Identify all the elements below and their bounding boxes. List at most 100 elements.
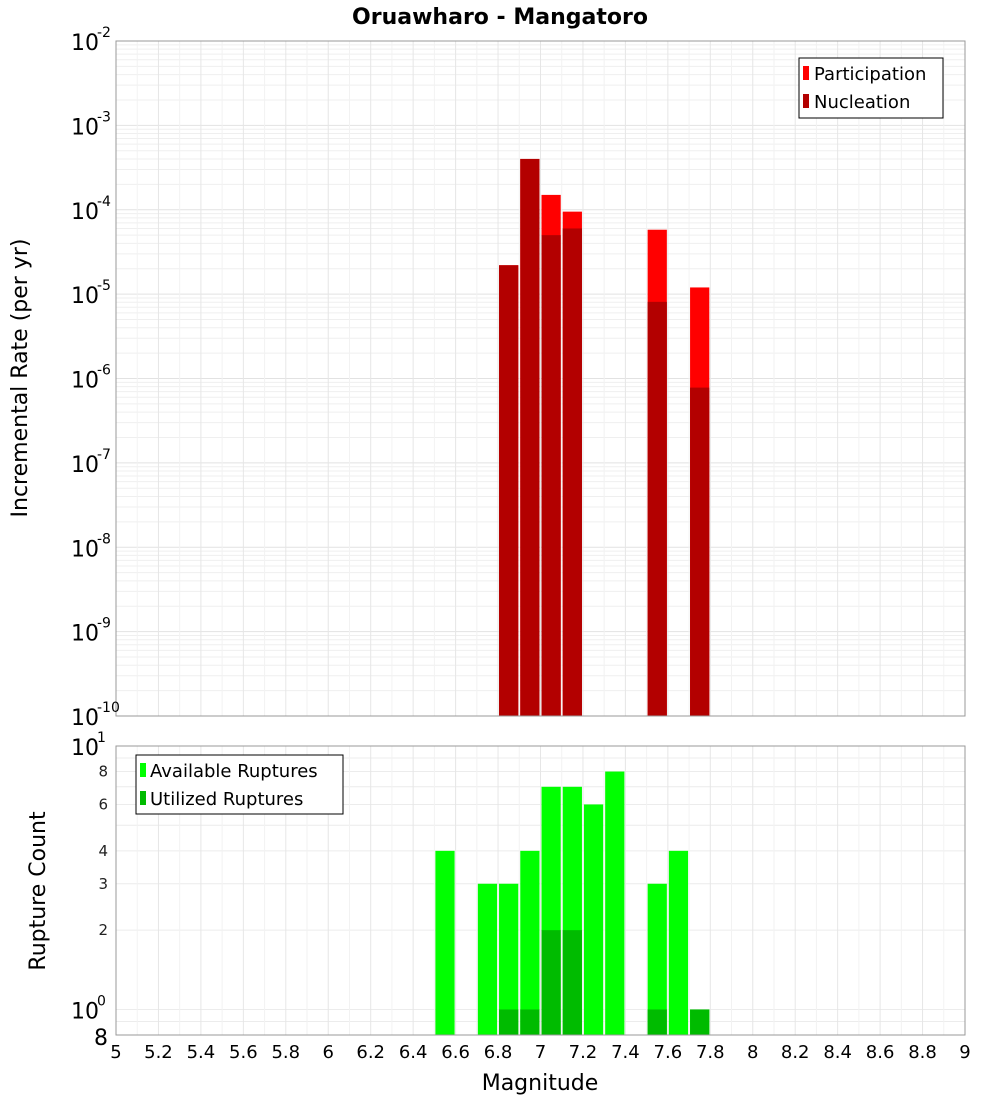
x-tick-label: 7 <box>535 1042 546 1063</box>
x-tick-label: 5.2 <box>144 1042 173 1063</box>
bar-nucleation <box>499 265 519 716</box>
top-y-tick-exponent: -8 <box>97 531 111 547</box>
top-y-tick-exponent: -5 <box>97 278 111 294</box>
bar-available <box>435 850 455 1035</box>
bottom-y-tick-exponent: 1 <box>97 730 106 746</box>
x-tick-label: 7.6 <box>654 1042 683 1063</box>
x-tick-label: 7.4 <box>611 1042 640 1063</box>
bottom-legend-box <box>135 754 344 815</box>
top-y-tick: 10-5 <box>71 278 111 309</box>
top-y-tick-exponent: -9 <box>97 616 111 632</box>
bar-utilized <box>690 1009 710 1035</box>
top-y-tick-base: 10 <box>71 200 99 225</box>
chart-title: Oruawharo - Mangatoro <box>352 5 648 30</box>
top-bars <box>499 158 710 717</box>
legend-label-available: Available Ruptures <box>150 761 318 782</box>
top-y-tick-exponent: -7 <box>97 447 111 463</box>
top-y-tick: 10-2 <box>71 25 111 56</box>
bar-nucleation <box>647 301 667 716</box>
legend-label-utilized: Utilized Ruptures <box>150 789 303 810</box>
top-y-tick-base: 10 <box>71 537 99 562</box>
bottom-y-min-tick: 8 <box>94 1026 108 1051</box>
bottom-x-ticks: 5 5.2 5.4 5.6 5.8 6 6.2 6.4 6.6 6.8 7 7.2 7.4 7.6 7.8 8… <box>110 1042 970 1063</box>
bar-available <box>605 771 625 1035</box>
bottom-y-minor-tick: 2 <box>98 921 108 939</box>
bar-utilized <box>647 1009 667 1035</box>
bottom-y-minor-tick: 3 <box>98 875 108 893</box>
top-y-tick-base: 10 <box>71 369 99 394</box>
x-tick-label: 5.4 <box>187 1042 216 1063</box>
x-tick-label: 6.2 <box>356 1042 385 1063</box>
top-y-tick-base: 10 <box>71 31 99 56</box>
top-grid <box>115 41 966 717</box>
top-y-tick-exponent: -10 <box>97 700 120 716</box>
x-tick-label: 5 <box>110 1042 121 1063</box>
bottom-legend: Available Ruptures Utilized Ruptures <box>135 754 344 815</box>
x-tick-label: 8.8 <box>908 1042 937 1063</box>
bar-nucleation <box>690 387 710 716</box>
top-y-tick: 10-3 <box>71 109 111 140</box>
top-y-tick: 10-10 <box>71 700 120 731</box>
x-tick-label: 8.4 <box>823 1042 852 1063</box>
bar-available <box>499 883 519 1035</box>
top-y-tick-exponent: -2 <box>97 25 111 41</box>
top-y-tick: 10-4 <box>71 194 111 225</box>
x-tick-label: 5.6 <box>229 1042 258 1063</box>
bottom-bars <box>435 771 710 1035</box>
x-tick-label: 6.6 <box>441 1042 470 1063</box>
top-plot-border <box>115 40 966 717</box>
top-y-tick-base: 10 <box>71 115 99 140</box>
legend-swatch-available <box>140 763 146 777</box>
top-y-tick: 10-6 <box>71 363 111 394</box>
top-y-tick: 10-8 <box>71 531 111 562</box>
bar-nucleation <box>520 158 540 717</box>
legend-swatch-nucleation <box>803 94 809 108</box>
bar-utilized <box>541 930 561 1035</box>
bottom-y-minor-tick: 6 <box>98 795 108 813</box>
bottom-y-tick-base: 10 <box>71 736 99 761</box>
legend-label-nucleation: Nucleation <box>814 92 910 113</box>
top-y-tick-exponent: -6 <box>97 363 111 379</box>
bottom-y-minor-tick: 8 <box>98 763 108 781</box>
x-tick-label: 6.8 <box>484 1042 513 1063</box>
legend-swatch-participation <box>803 66 809 80</box>
bottom-y-tick-base: 10 <box>71 999 99 1024</box>
bottom-y-tick-exponent: 0 <box>97 993 106 1009</box>
x-tick-label: 8 <box>747 1042 758 1063</box>
top-y-tick-base: 10 <box>71 453 99 478</box>
bottom-y-major-tick: 100 <box>71 993 106 1024</box>
x-tick-label: 7.8 <box>696 1042 725 1063</box>
legend-label-participation: Participation <box>814 64 926 85</box>
bar-available <box>477 883 498 1035</box>
top-legend-box <box>798 57 944 119</box>
bar-nucleation <box>541 235 561 716</box>
bar-available <box>583 804 604 1035</box>
x-tick-label: 9 <box>959 1042 970 1063</box>
top-y-tick: 10-7 <box>71 447 111 478</box>
bottom-y-major-tick: 101 <box>71 730 106 761</box>
bar-utilized <box>499 1009 519 1035</box>
legend-swatch-utilized <box>140 791 146 805</box>
bar-utilized <box>562 930 582 1035</box>
top-y-axis-label: Incremental Rate (per yr) <box>8 239 33 518</box>
bar-available <box>520 850 540 1035</box>
x-axis-label: Magnitude <box>482 1071 599 1096</box>
top-panel: 10-210-310-410-510-610-710-810-910-10 In… <box>8 25 966 731</box>
top-legend: Participation Nucleation <box>798 57 944 119</box>
bar-nucleation <box>562 228 582 716</box>
top-y-tick-base: 10 <box>71 622 99 647</box>
x-tick-label: 5.8 <box>271 1042 300 1063</box>
bar-available <box>647 883 667 1035</box>
top-y-ticks: 10-210-310-410-510-610-710-810-910-10 <box>71 25 120 731</box>
x-tick-label: 6 <box>323 1042 334 1063</box>
bar-utilized <box>520 1009 540 1035</box>
bottom-y-minor-tick: 4 <box>98 842 108 860</box>
top-y-tick-base: 10 <box>71 706 99 731</box>
top-y-tick-base: 10 <box>71 284 99 309</box>
bottom-plot-border <box>115 745 966 1036</box>
bottom-y-axis-label: Rupture Count <box>26 811 51 971</box>
x-tick-label: 6.4 <box>399 1042 428 1063</box>
